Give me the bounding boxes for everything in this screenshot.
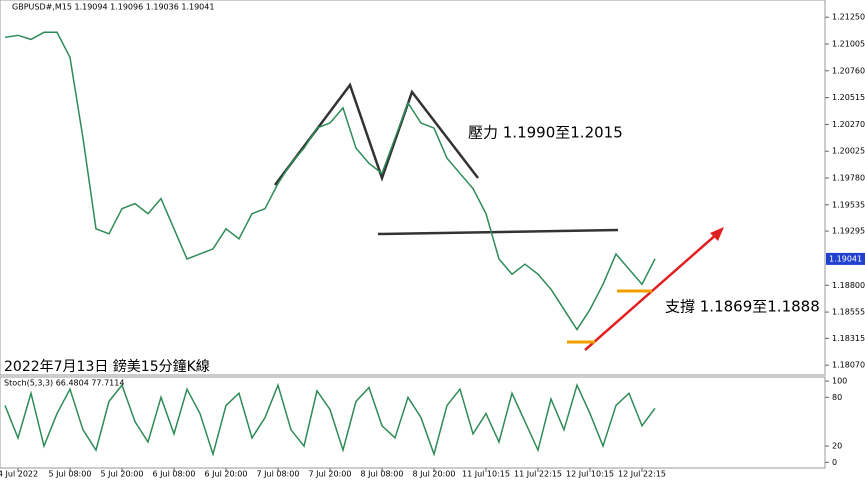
x-tick-label: 7 Jul 20:00 [309, 470, 352, 479]
y-tick-label: 1.18555 [832, 308, 865, 317]
x-tick-label: 6 Jul 08:00 [153, 470, 196, 479]
y-tick-label: 20 [832, 442, 842, 451]
data-line [4, 382, 656, 457]
y-tick-label: 1.19535 [832, 200, 865, 209]
y-tick-label: 1.20025 [832, 147, 865, 156]
x-tick-label: 12 Jul 10:15 [566, 470, 614, 479]
x-tick-label: 8 Jul 20:00 [413, 470, 456, 479]
y-tick-label: 1.21005 [832, 39, 865, 48]
price-panel [0, 0, 826, 376]
arrow-head [710, 227, 724, 241]
x-tick-label: 8 Jul 08:00 [361, 470, 404, 479]
x-tick-label: 5 Jul 08:00 [49, 470, 92, 479]
x-tick-label: 12 Jul 22:15 [618, 470, 666, 479]
y-tick-label: 1.20515 [832, 93, 865, 102]
y-tick-label: 80 [832, 393, 842, 402]
annotation: 壓力 1.1990至1.2015 [468, 124, 623, 142]
current-price-label: 1.19041 [829, 254, 862, 263]
y-tick-label: 1.18315 [832, 334, 865, 343]
x-tick-label: 11 Jul 22:15 [514, 470, 562, 479]
symbol-header: GBPUSD#,M15 1.19094 1.19096 1.19036 1.19… [12, 3, 214, 12]
current-price-box [826, 252, 865, 265]
y-tick-label: 1.18070 [832, 361, 865, 370]
x-tick-label: 6 Jul 20:00 [205, 470, 248, 479]
pattern-line [274, 82, 479, 186]
y-tick-label: 1.20270 [832, 120, 865, 129]
y-tick-label: 100 [832, 377, 847, 386]
x-tick-label: 5 Jul 20:00 [101, 470, 144, 479]
y-tick-label: 1.19295 [832, 227, 865, 236]
stoch-panel [0, 376, 826, 469]
x-tick-label: 4 Jul 2022 [0, 470, 38, 479]
x-tick-label: 7 Jul 08:00 [257, 470, 300, 479]
chart-title: 2022年7月13日 鎊美15分鐘K線 [4, 358, 210, 375]
data-line [4, 31, 656, 331]
stoch-title: Stoch(5,3,3) 66.4804 77.7114 [4, 379, 124, 388]
y-tick-label: 1.18800 [832, 281, 865, 290]
x-tick-label: 11 Jul 10:15 [462, 470, 510, 479]
annotation: 支撐 1.1869至1.1888 [665, 298, 820, 316]
y-tick-label: 0 [832, 458, 837, 467]
y-tick-label: 1.19780 [832, 174, 865, 183]
neckline [377, 228, 619, 236]
y-tick-label: 1.20760 [832, 66, 865, 75]
y-tick-label: 1.21250 [832, 13, 865, 22]
